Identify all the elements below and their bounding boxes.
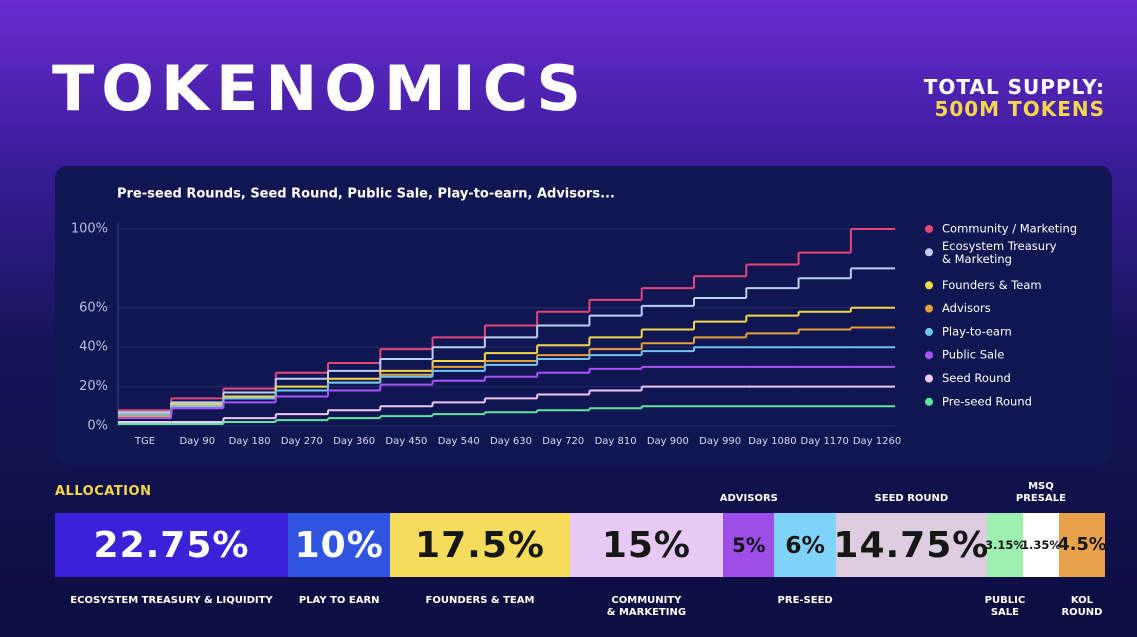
allocation-segment: 14.75% SEED ROUND [833, 493, 990, 577]
allocation-segment: 6% PRE-SEED [774, 513, 836, 606]
supply: TOTAL SUPPLY: 500M TOKENS [924, 76, 1105, 120]
segment-value: 22.75% [93, 524, 250, 566]
legend-dot [925, 374, 933, 383]
y-tick-label: 20% [79, 379, 108, 394]
x-tick-label: Day 540 [438, 436, 480, 447]
x-tick-label: TGE [134, 436, 155, 447]
allocation-segment: 1.35% MSQ PRESALE [1016, 481, 1066, 577]
supply-value: 500M TOKENS [934, 97, 1105, 121]
allocation-segment: 4.5% KOL ROUND [1057, 513, 1107, 618]
allocation-title: ALLOCATION [55, 484, 152, 499]
legend-dot [925, 397, 933, 406]
segment-value: 15% [601, 524, 691, 566]
x-tick-label: Day 630 [490, 436, 532, 447]
segment-label: MSQ PRESALE [1015, 481, 1066, 504]
x-tick-label: Day 900 [647, 436, 689, 447]
x-tick-label: Day 360 [333, 436, 375, 447]
segment-label: PLAY TO EARN [298, 595, 380, 606]
legend-dot [925, 304, 933, 313]
legend-label: Founders & Team [942, 278, 1042, 292]
chart-panel [55, 166, 1112, 465]
title: TOKENOMICS [52, 52, 589, 125]
legend-label: Play-to-earn [942, 324, 1012, 338]
allocation-segment: 22.75% ECOSYSTEM TREASURY & LIQUIDITY [55, 513, 288, 606]
allocation-segment: 15% COMMUNITY & MARKETING [569, 513, 724, 618]
supply-label: TOTAL SUPPLY: [923, 75, 1105, 99]
segment-value: 10% [294, 524, 384, 566]
legend-label: Community / Marketing [942, 222, 1077, 236]
allocation-segment: 10% PLAY TO EARN [287, 513, 391, 606]
series [118, 385, 895, 424]
chart-title: Pre-seed Rounds, Seed Round, Public Sale… [117, 187, 615, 202]
series [118, 228, 895, 412]
x-tick-label: Day 810 [595, 436, 637, 447]
segment-label: KOL ROUND [1061, 595, 1103, 618]
x-tick-label: Day 90 [179, 436, 215, 447]
x-tick-label: Day 720 [542, 436, 584, 447]
legend-label: Pre-seed Round [942, 394, 1032, 408]
series [118, 346, 895, 416]
segment-label: ECOSYSTEM TREASURY & LIQUIDITY [70, 595, 273, 606]
series [118, 405, 895, 426]
series [118, 267, 895, 414]
segment-value: 17.5% [415, 524, 545, 566]
segment-value: 14.75% [833, 524, 990, 566]
segment-value: 1.35% [1020, 538, 1061, 552]
legend-dot [925, 327, 933, 336]
legend-dot [925, 351, 933, 360]
x-tick-label: Day 270 [281, 436, 323, 447]
legend-dot [925, 225, 933, 233]
segment-label: ADVISORS [719, 493, 778, 504]
allocation-segment: 17.5% FOUNDERS & TEAM [390, 513, 570, 606]
y-tick-label: 60% [79, 300, 108, 315]
x-tick-label: Day 1170 [801, 436, 849, 447]
legend-label: Ecosystem Treasury & Marketing [942, 238, 1057, 265]
y-tick-label: 100% [71, 222, 108, 237]
series [118, 365, 895, 420]
segment-value: 5% [732, 533, 766, 557]
legend-label: Advisors [942, 301, 991, 315]
segment-label: PRE-SEED [777, 595, 833, 606]
segment-label: FOUNDERS & TEAM [425, 595, 535, 606]
allocation-segment: 5% ADVISORS [720, 493, 778, 577]
legend-dot [925, 248, 933, 257]
legend-label: Seed Round [942, 371, 1011, 385]
legend-dot [925, 281, 933, 290]
segment-label: PUBLIC SALE [984, 595, 1026, 618]
x-tick-label: Day 1260 [853, 436, 901, 447]
legend-label: Public Sale [942, 348, 1004, 362]
x-tick-label: Day 180 [229, 436, 271, 447]
x-tick-label: Day 990 [699, 436, 741, 447]
segment-value: 3.15% [984, 538, 1025, 552]
x-tick-label: Day 1080 [748, 436, 796, 447]
chart: Pre-seed Rounds, Seed Round, Public Sale… [71, 187, 1077, 448]
segment-label: COMMUNITY & MARKETING [606, 595, 687, 618]
segment-value: 6% [785, 531, 826, 559]
segment-value: 4.5% [1057, 535, 1107, 555]
segment-label: SEED ROUND [874, 493, 949, 504]
x-tick-label: Day 450 [385, 436, 427, 447]
allocation-bar: 22.75% ECOSYSTEM TREASURY & LIQUIDITY 10% P… [55, 481, 1107, 618]
allocation-segment: 3.15% PUBLIC SALE [984, 513, 1025, 618]
y-tick-label: 0% [87, 419, 108, 434]
y-tick-label: 40% [79, 340, 108, 355]
